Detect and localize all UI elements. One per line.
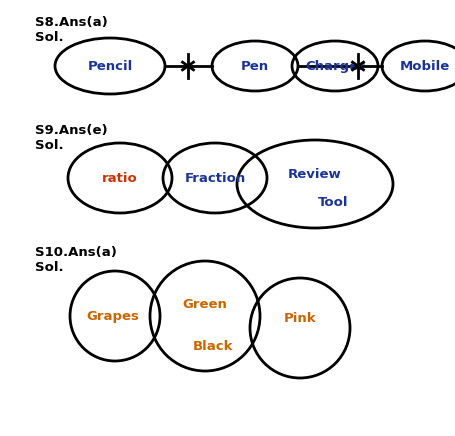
- Text: Mobile: Mobile: [400, 59, 450, 72]
- Text: Pink: Pink: [283, 311, 316, 324]
- Text: Sol.: Sol.: [35, 261, 64, 274]
- Text: Pencil: Pencil: [87, 59, 132, 72]
- Text: Tool: Tool: [318, 195, 348, 208]
- Text: Green: Green: [182, 297, 228, 310]
- Text: S10.Ans(a): S10.Ans(a): [35, 246, 117, 259]
- Text: Review: Review: [288, 167, 342, 181]
- Text: Fraction: Fraction: [184, 171, 246, 184]
- Text: Grapes: Grapes: [86, 310, 139, 323]
- Text: S9.Ans(e): S9.Ans(e): [35, 124, 108, 137]
- Text: S8.Ans(a): S8.Ans(a): [35, 16, 108, 29]
- Text: ratio: ratio: [102, 171, 138, 184]
- Text: Sol.: Sol.: [35, 31, 64, 44]
- Text: Black: Black: [193, 340, 233, 352]
- Text: Charger: Charger: [305, 59, 365, 72]
- Text: Sol.: Sol.: [35, 139, 64, 152]
- Text: Pen: Pen: [241, 59, 269, 72]
